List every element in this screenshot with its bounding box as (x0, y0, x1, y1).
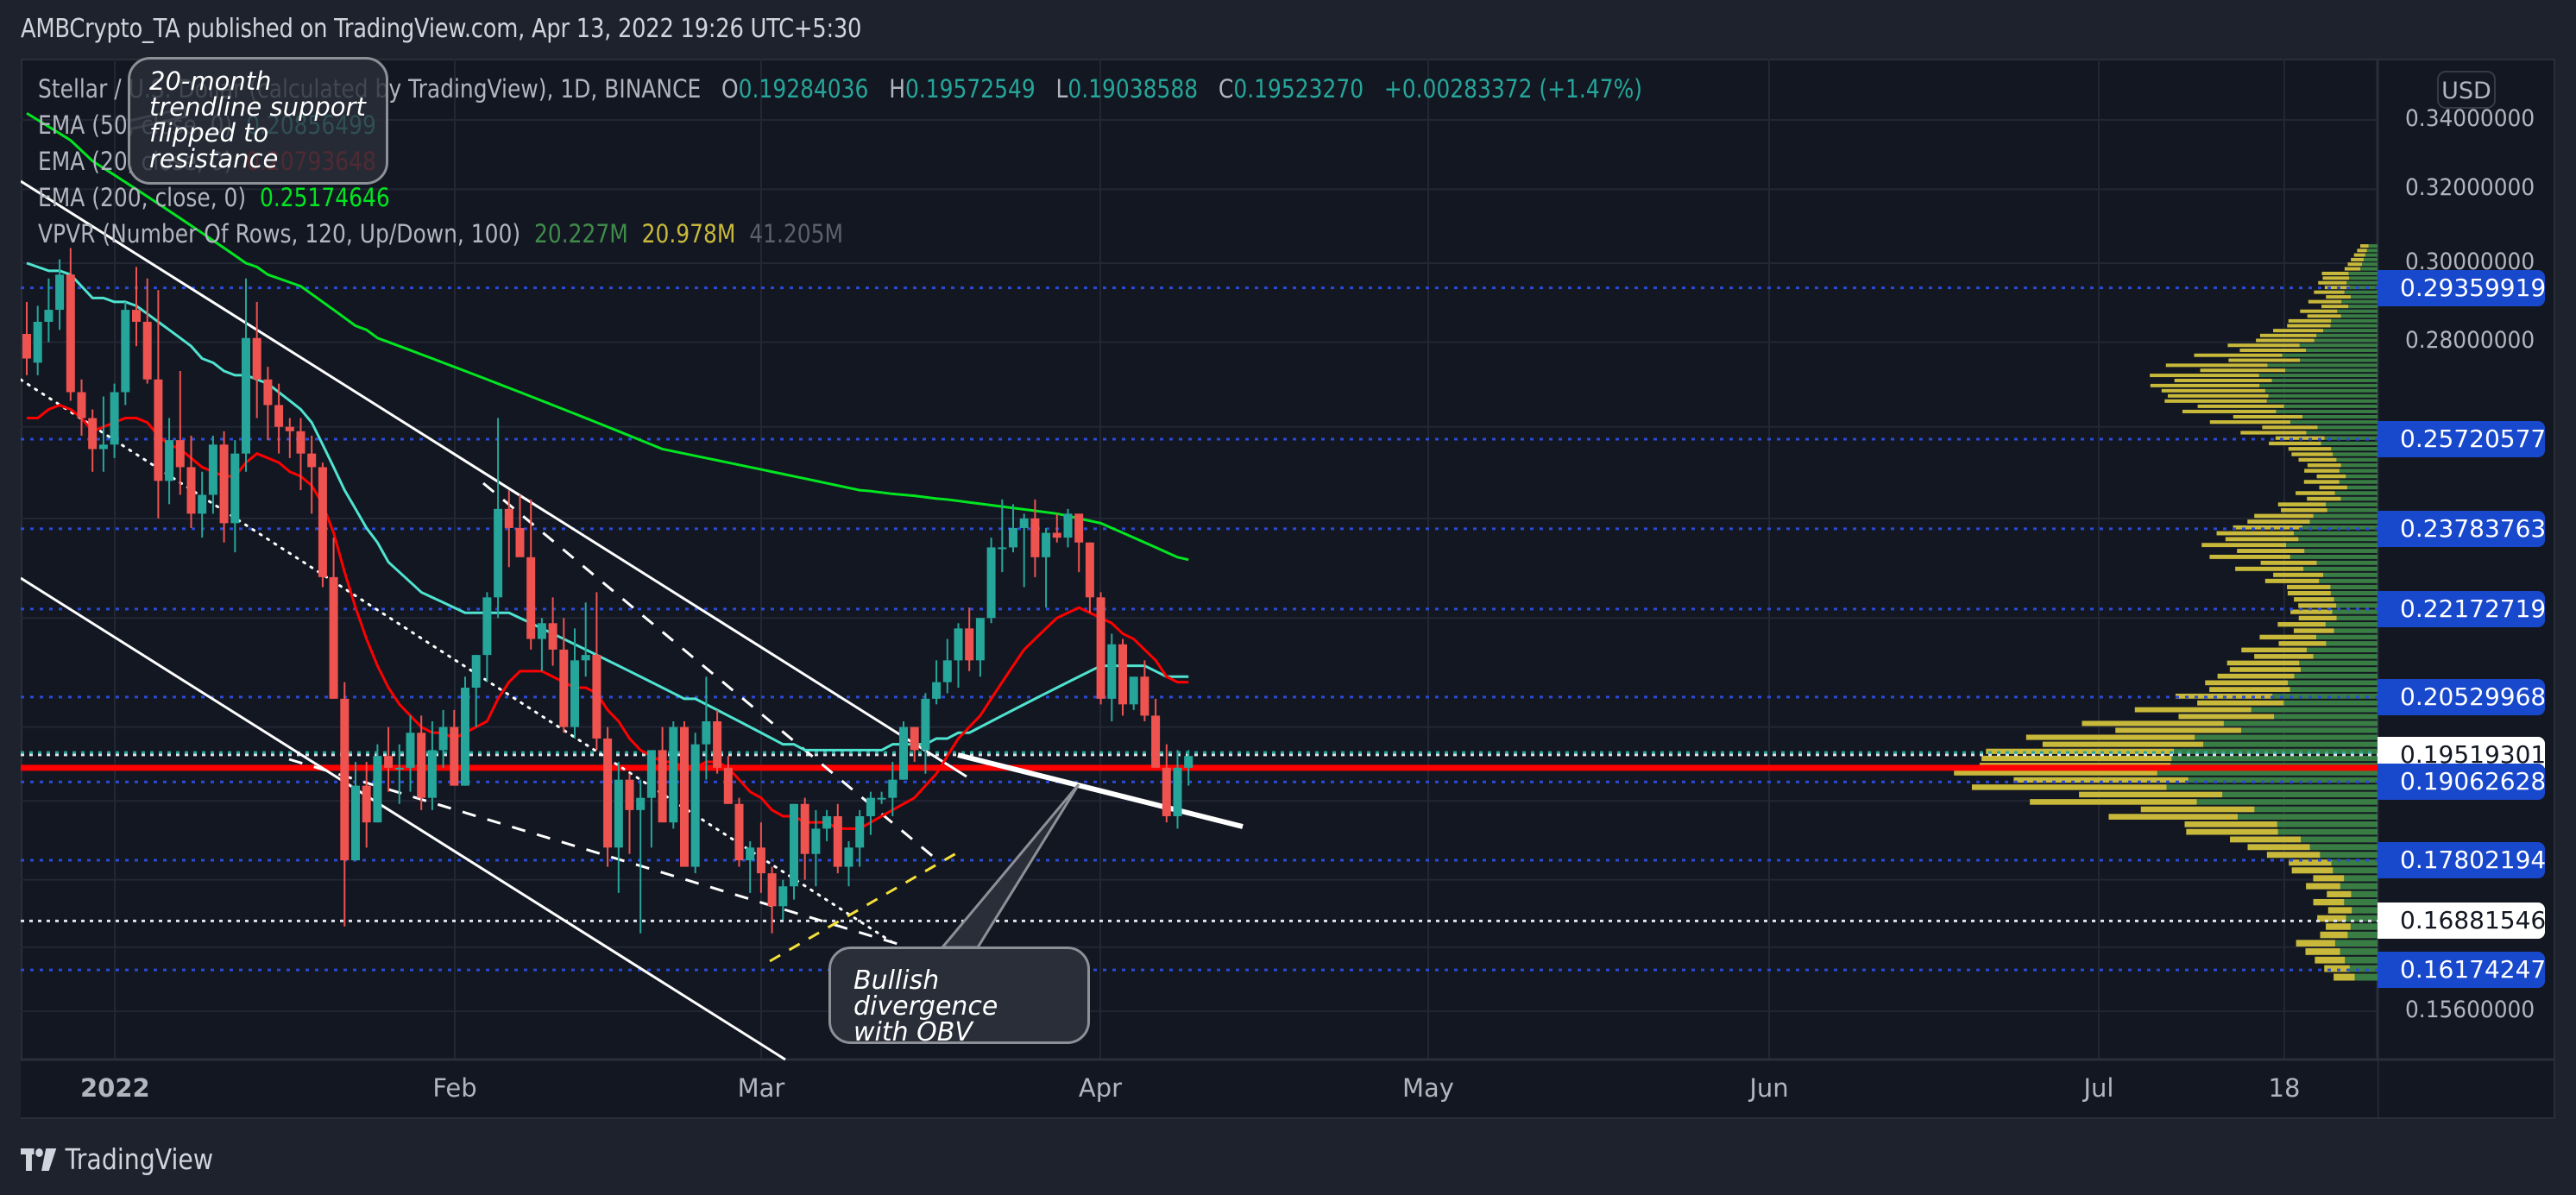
tradingview-logo-icon (21, 1148, 57, 1171)
price-level-label: 0.22172719 (2378, 590, 2546, 627)
watermark-text: TradingView (65, 1142, 214, 1176)
grid (21, 59, 2378, 1060)
close-label: C (1218, 74, 1234, 104)
vpvr-label: VPVR (Number Of Rows, 120, Up/Down, 100) (38, 219, 521, 248)
legend-ema200[interactable]: EMA (200, close, 0) 0.25174646 (38, 183, 390, 212)
time-tick: Mar (737, 1073, 785, 1103)
price-level-label: 0.29359919 (2378, 269, 2546, 306)
vpvr-total-volume: 41.205M (749, 219, 844, 248)
price-tick: 0.32000000 (2405, 174, 2535, 202)
legend-vpvr[interactable]: VPVR (Number Of Rows, 120, Up/Down, 100)… (38, 219, 843, 248)
ema50-line (26, 261, 1189, 752)
time-tick: May (1402, 1073, 1454, 1103)
time-tick: Jul (2083, 1073, 2114, 1103)
trendline-callout[interactable]: 20-month trendline support flipped to re… (128, 57, 388, 185)
price-level-label: 0.25720577 (2378, 421, 2546, 458)
horizontal-levels (21, 286, 2378, 972)
divergence-callout[interactable]: Bullish divergence with OBV (828, 947, 1090, 1047)
change-value: +0.00283372 (+1.47%) (1383, 74, 1643, 104)
vpvr-histogram (1954, 244, 2378, 981)
price-level-label: 0.17802194 (2378, 841, 2546, 878)
price-tick: 0.34000000 (2405, 105, 2535, 132)
price-tick: 0.15600000 (2405, 997, 2535, 1024)
price-level-label: 0.20529968 (2378, 678, 2546, 715)
low-value: 0.19038588 (1068, 74, 1199, 104)
tradingview-watermark[interactable]: TradingView (21, 1142, 213, 1176)
ema200-line (26, 111, 1189, 562)
trendlines[interactable] (21, 179, 1244, 1061)
price-level-label: 0.16174247 (2378, 952, 2546, 989)
vpvr-down-volume: 20.978M (641, 219, 736, 248)
ema200-value: 0.25174646 (260, 183, 390, 212)
high-label: H (889, 74, 905, 104)
chart-frame (21, 59, 2555, 1119)
price-chart[interactable] (21, 59, 2555, 1119)
time-tick: 2022 (80, 1073, 150, 1103)
currency-selector[interactable]: USD (2437, 71, 2496, 109)
ema200-label: EMA (200, close, 0) (38, 183, 247, 212)
low-label: L (1055, 74, 1068, 104)
open-value: 0.19284036 (738, 74, 869, 104)
divergence-callout-line2: with OBV (853, 1017, 973, 1047)
price-level-label: 0.19062628 (2378, 764, 2546, 801)
price-level-label: 0.23783763 (2378, 510, 2546, 547)
high-value: 0.19572549 (904, 74, 1036, 104)
time-tick: 18 (2268, 1073, 2301, 1103)
open-label: O (721, 74, 739, 104)
time-tick: Feb (432, 1073, 477, 1103)
price-level-label: 0.16881546 (2378, 903, 2546, 940)
candles[interactable] (22, 248, 1194, 934)
publish-info: AMBCrypto_TA published on TradingView.co… (21, 14, 862, 44)
time-tick: Jun (1749, 1073, 1789, 1103)
divergence-callout-line1: Bullish divergence (853, 965, 998, 1022)
close-value: 0.19523270 (1233, 74, 1364, 104)
time-tick: Apr (1078, 1073, 1123, 1103)
trendline-callout-text: 20-month trendline support flipped to re… (149, 66, 366, 173)
vpvr-up-volume: 20.227M (533, 219, 628, 248)
divergence-callout-pointer (939, 783, 1080, 949)
price-tick: 0.28000000 (2405, 327, 2535, 355)
